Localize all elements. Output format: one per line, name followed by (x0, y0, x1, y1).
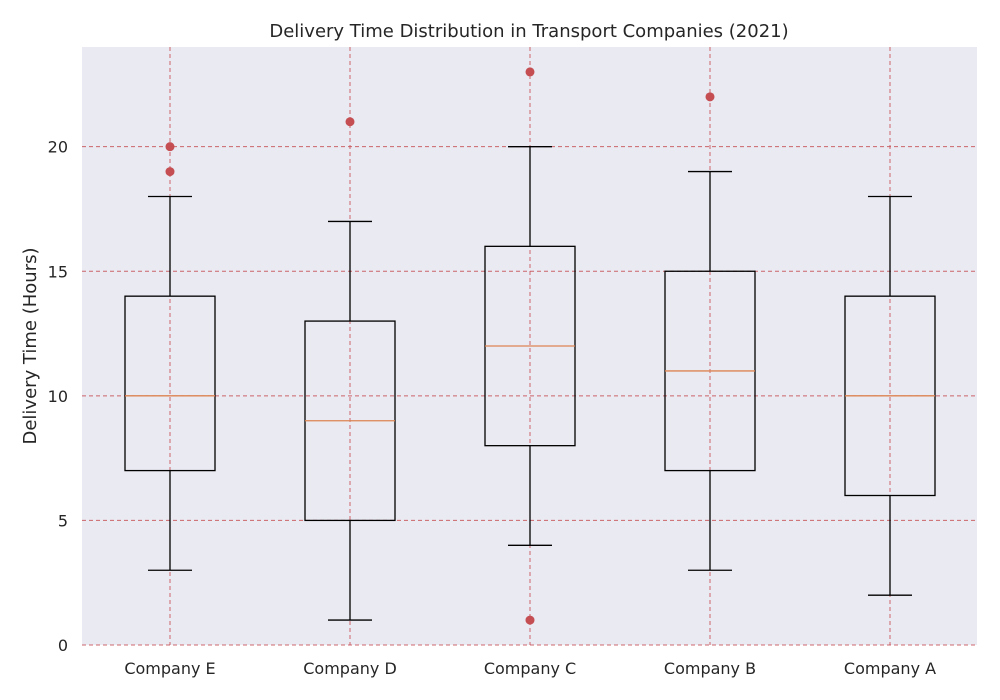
outlier-point (345, 117, 355, 127)
box-company-a (844, 195, 936, 596)
box-company-c (484, 67, 576, 625)
x-tick-label: Company B (664, 659, 756, 678)
y-axis-label: Delivery Time (Hours) (20, 248, 41, 445)
y-tick-label: 10 (48, 387, 68, 406)
box-body (124, 295, 216, 472)
box-company-d (304, 117, 396, 621)
y-tick-label: 15 (48, 262, 68, 281)
boxes (124, 67, 936, 625)
y-tick-label: 0 (58, 636, 68, 655)
x-tick-label: Company D (303, 659, 397, 678)
y-tick-label: 20 (48, 138, 68, 157)
axis-ticks: 0 5 10 15 20 Company E Company D Company C Compa… (48, 138, 936, 678)
outlier-point (165, 142, 175, 152)
outlier-point (525, 67, 535, 77)
x-tick-label: Company A (844, 659, 936, 678)
y-tick-label: 5 (58, 511, 68, 530)
x-tick-label: Company C (484, 659, 576, 678)
x-tick-label: Company E (124, 659, 215, 678)
outlier-point (525, 615, 535, 625)
outlier-point (705, 92, 715, 102)
outlier-point (165, 167, 175, 177)
chart-title: Delivery Time Distribution in Transport … (269, 21, 788, 42)
box-company-b (664, 92, 756, 571)
box-company-e (124, 142, 216, 571)
